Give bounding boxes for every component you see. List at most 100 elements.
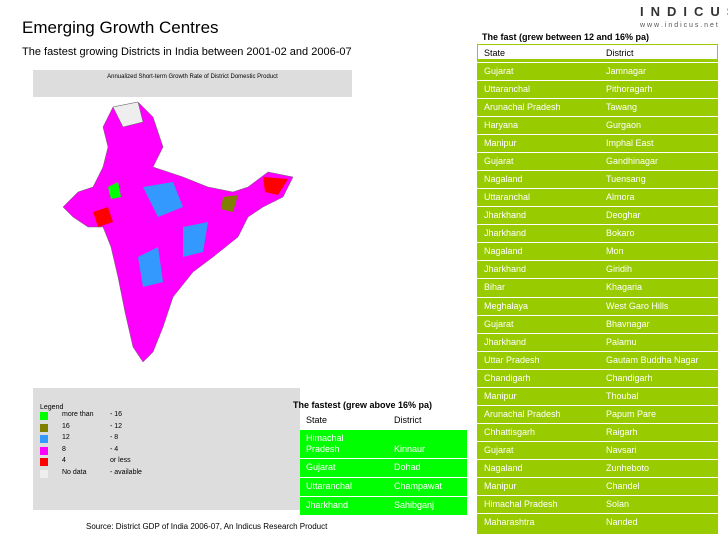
district-cell: Gandhinagar xyxy=(606,156,659,167)
district-cell: Sahibganj xyxy=(394,500,435,510)
district-cell: Zunheboto xyxy=(606,462,650,473)
state-cell: Uttaranchal xyxy=(484,84,531,95)
red-region xyxy=(263,177,288,195)
state-cell: Jharkhand xyxy=(484,264,527,275)
olive-region xyxy=(221,195,238,212)
district-cell: Papum Pare xyxy=(606,408,657,419)
blue-region xyxy=(183,222,208,257)
fastest-table-title: The fastest (grew above 16% pa) xyxy=(293,400,433,410)
green-region xyxy=(108,182,121,199)
row-divider xyxy=(477,314,718,316)
row-divider xyxy=(477,98,718,100)
state-cell: Jharkhand xyxy=(484,210,527,221)
legend-to: - 16 xyxy=(110,411,123,418)
subtitle: The fastest growing Districts in India b… xyxy=(22,46,352,58)
district-cell: Palamu xyxy=(606,336,637,347)
row-bg xyxy=(300,459,467,477)
legend-swatch xyxy=(40,423,48,432)
map xyxy=(62,101,294,363)
legend-from: more than xyxy=(62,411,94,418)
row-divider xyxy=(477,116,718,118)
legend-to: - 4 xyxy=(110,445,119,453)
state-cell: Jharkhand xyxy=(484,336,527,347)
fast-table-title: The fast (grew between 12 and 16% pa) xyxy=(482,32,650,42)
row-divider xyxy=(477,80,718,82)
table-header-bg xyxy=(300,412,467,428)
row-divider xyxy=(477,476,718,478)
state-cell: Meghalaya xyxy=(484,300,529,311)
state-cell: Manipur xyxy=(484,138,517,149)
legend-swatch xyxy=(40,435,48,443)
state-cell: Chandigarh xyxy=(484,372,531,383)
district-cell: Raigarh xyxy=(606,426,638,437)
state-cell: Himachal Pradesh xyxy=(306,433,344,454)
district-cell: Deoghar xyxy=(606,210,641,221)
legend-title: Legend xyxy=(40,404,64,411)
state-cell: Gujarat xyxy=(484,318,514,329)
state-cell: Nagaland xyxy=(484,462,523,473)
district-cell: Gautam Buddha Nagar xyxy=(606,354,699,365)
legend-to: or less xyxy=(110,457,131,464)
row-divider xyxy=(477,188,718,190)
legend-to: - 8 xyxy=(110,434,119,441)
district-cell: Thoubal xyxy=(606,390,639,401)
row-divider xyxy=(477,332,718,334)
state-cell: Uttaranchal xyxy=(306,481,353,491)
district-cell: Jamnagar xyxy=(606,66,647,76)
state-cell: Gujarat xyxy=(306,462,336,472)
district-cell: Tuensang xyxy=(606,174,646,185)
header-cell: State xyxy=(484,48,506,58)
map-title: Annualized Short-term Growth Rate of Dis… xyxy=(107,74,278,80)
state-cell: Bihar xyxy=(484,282,506,293)
state-cell: Nagaland xyxy=(484,246,523,257)
legend-from: 8 xyxy=(62,445,66,453)
header-cell: District xyxy=(394,415,422,425)
map-title-panel xyxy=(33,70,352,97)
district-cell: Solan xyxy=(606,498,630,509)
district-cell: Nanded xyxy=(606,516,638,527)
state-cell: Arunachal Pradesh xyxy=(484,408,561,419)
legend-from: 12 xyxy=(62,434,70,441)
district-cell: Almora xyxy=(606,192,635,203)
title: Emerging Growth Centres xyxy=(22,18,219,37)
source: Source: District GDP of India 2006-07, A… xyxy=(86,522,328,531)
row-divider xyxy=(477,386,718,388)
row-divider xyxy=(477,422,718,424)
legend-from: 16 xyxy=(62,422,70,430)
table-bg xyxy=(477,44,718,534)
row-divider xyxy=(477,494,718,496)
legend-to: - 12 xyxy=(110,422,123,430)
district-cell: Tawang xyxy=(606,102,638,113)
state-cell: Manipur xyxy=(484,390,517,401)
legend-from: 4 xyxy=(62,457,66,464)
row-bg xyxy=(300,430,467,458)
row-divider xyxy=(477,278,718,280)
state-cell: Jharkhand xyxy=(484,228,527,239)
row-divider xyxy=(477,206,718,208)
state-cell: Haryana xyxy=(484,120,519,131)
district-cell: Bhavnagar xyxy=(606,318,650,329)
state-cell: Himachal Pradesh xyxy=(484,498,558,509)
district-cell: West Garo Hills xyxy=(606,300,669,311)
legend-from: No data xyxy=(62,468,87,476)
district-cell: Chandel xyxy=(606,480,640,491)
row-divider xyxy=(477,170,718,172)
state-cell: Gujarat xyxy=(484,156,514,167)
row-divider xyxy=(477,458,718,460)
row-bg xyxy=(300,478,467,496)
row-divider xyxy=(477,440,718,442)
row-divider xyxy=(477,350,718,352)
logo-url: w w w . i n d i c u s . n e t xyxy=(640,22,718,29)
row-divider xyxy=(477,62,718,63)
state-cell: Chhattisgarh xyxy=(484,426,536,437)
logo: INDICUS xyxy=(640,4,728,19)
state-cell: Arunachal Pradesh xyxy=(484,102,561,113)
state-cell: Maharashtra xyxy=(484,516,535,527)
legend-swatch xyxy=(40,412,48,420)
district-cell: Pithoragarh xyxy=(606,84,653,95)
row-divider xyxy=(477,296,718,298)
header-cell: State xyxy=(306,415,328,425)
row-divider xyxy=(477,242,718,244)
row-divider xyxy=(477,368,718,370)
